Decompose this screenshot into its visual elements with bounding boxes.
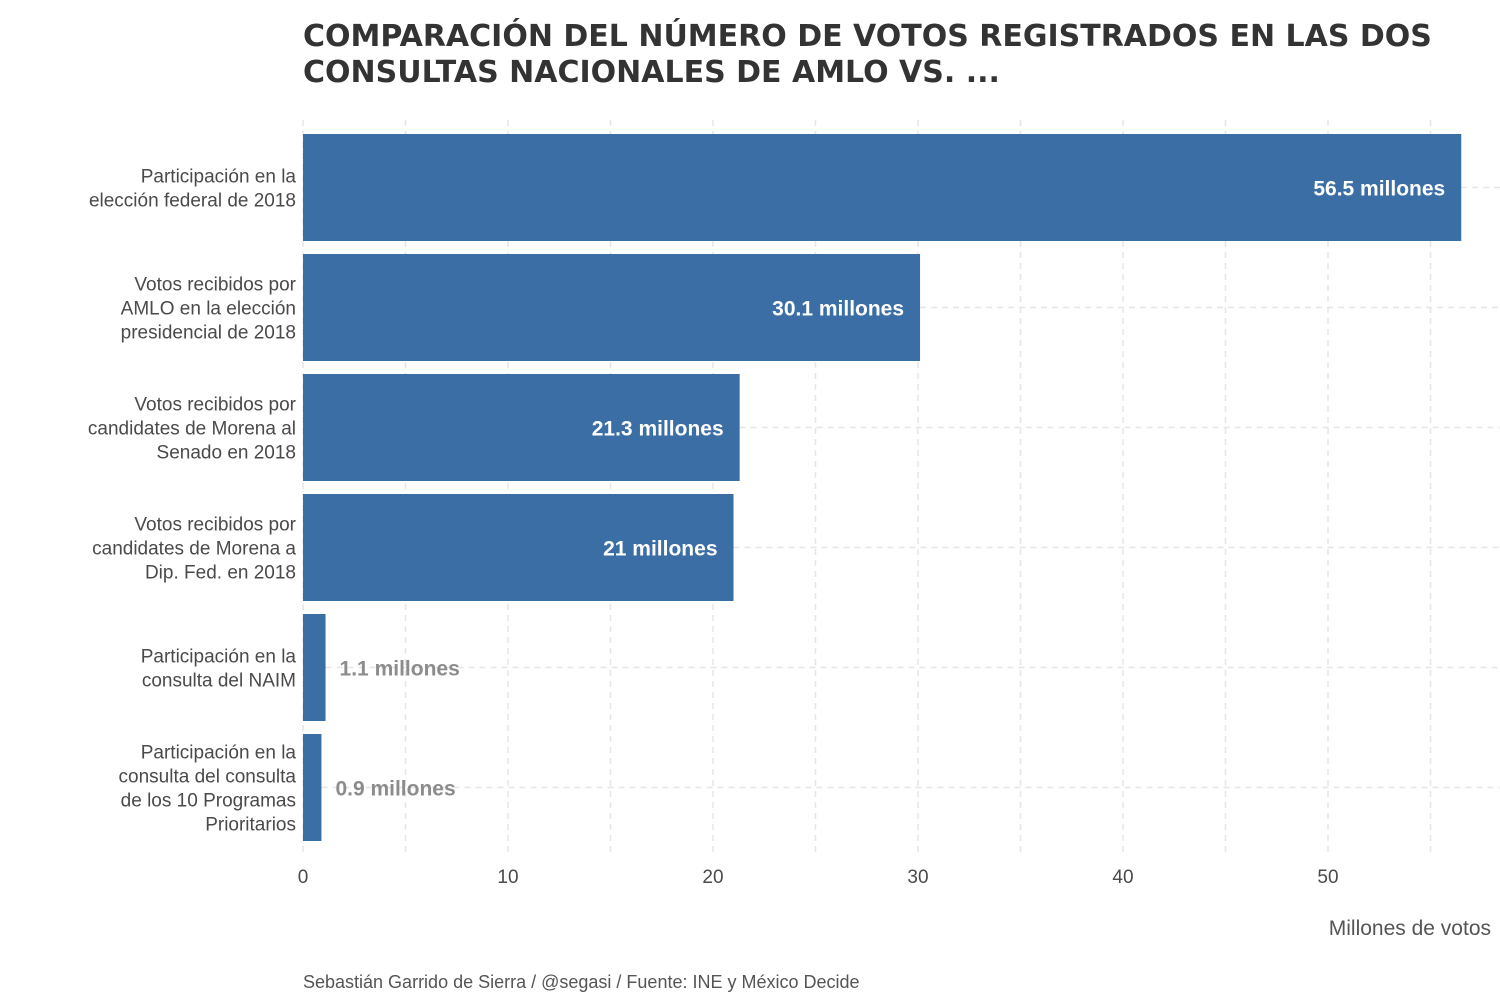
bar-1 [303,254,921,361]
value-labels: 56.5 millones 30.1 millones 21.3 millones 2… [335,178,1445,801]
bar-5 [303,734,322,841]
category-label-2: Votos recibidos por candidates de Morena … [88,395,297,464]
category-label-3-line-1: candidates de Morena a [92,539,296,560]
category-label-3: Votos recibidos por candidates de Morena … [92,515,297,584]
category-label-5-line-1: consulta del consulta [119,767,297,788]
category-label-4-line-1: consulta del NAIM [142,671,296,692]
category-label-1-line-1: AMLO en la elección [121,299,296,320]
x-axis-ticks: 0 10 20 30 40 50 [298,867,1339,888]
category-label-1: Votos recibidos por AMLO en la elección pr… [121,275,297,344]
category-label-2-line-2: Senado en 2018 [157,443,296,464]
category-label-4: Participación en la consulta del NAIM [141,647,297,692]
caption: Sebastián Garrido de Sierra / @segasi / … [303,972,860,992]
grid-lines [302,120,1500,855]
x-tick-label-10: 10 [497,867,518,888]
title-line-1: COMPARACIÓN DEL NÚMERO DE VOTOS REGISTRA… [303,17,1432,54]
category-label-3-line-0: Votos recibidos por [134,515,296,536]
value-label-2: 21.3 millones [592,418,724,441]
chart-title: COMPARACIÓN DEL NÚMERO DE VOTOS REGISTRA… [303,17,1432,90]
bar-0 [303,134,1462,241]
value-label-5: 0.9 millones [335,778,455,801]
category-label-4-line-0: Participación en la [141,647,297,668]
bar-3 [303,494,734,601]
bar-4 [303,614,326,721]
bars [303,134,1462,841]
category-label-2-line-0: Votos recibidos por [134,395,296,416]
title-line-2: CONSULTAS NACIONALES DE AMLO VS. ... [303,55,1000,90]
x-tick-label-50: 50 [1317,867,1338,888]
category-label-5-line-2: de los 10 Programas [121,791,296,812]
value-label-1: 30.1 millones [772,298,904,321]
x-tick-label-40: 40 [1112,867,1133,888]
category-label-5: Participación en la consulta del consulta… [119,743,297,836]
category-label-3-line-2: Dip. Fed. en 2018 [145,563,296,584]
category-label-0-line-1: elección federal de 2018 [89,191,296,212]
x-tick-label-0: 0 [298,867,309,888]
category-label-2-line-1: candidates de Morena al [88,419,296,440]
x-tick-label-30: 30 [907,867,928,888]
category-label-0: Participación en la elección federal de 2… [89,167,296,212]
bar-2 [303,374,740,481]
value-label-4: 1.1 millones [340,658,460,681]
category-label-1-line-2: presidencial de 2018 [121,323,296,344]
x-axis-title: Millones de votos [1329,917,1491,940]
x-tick-label-20: 20 [702,867,723,888]
category-labels: Participación en la elección federal de 2… [88,167,297,836]
category-label-5-line-3: Prioritarios [205,815,296,836]
value-label-3: 21 millones [603,538,717,561]
value-label-0: 56.5 millones [1313,178,1445,201]
category-label-1-line-0: Votos recibidos por [134,275,296,296]
category-label-0-line-0: Participación en la [141,167,297,188]
category-label-5-line-0: Participación en la [141,743,297,764]
